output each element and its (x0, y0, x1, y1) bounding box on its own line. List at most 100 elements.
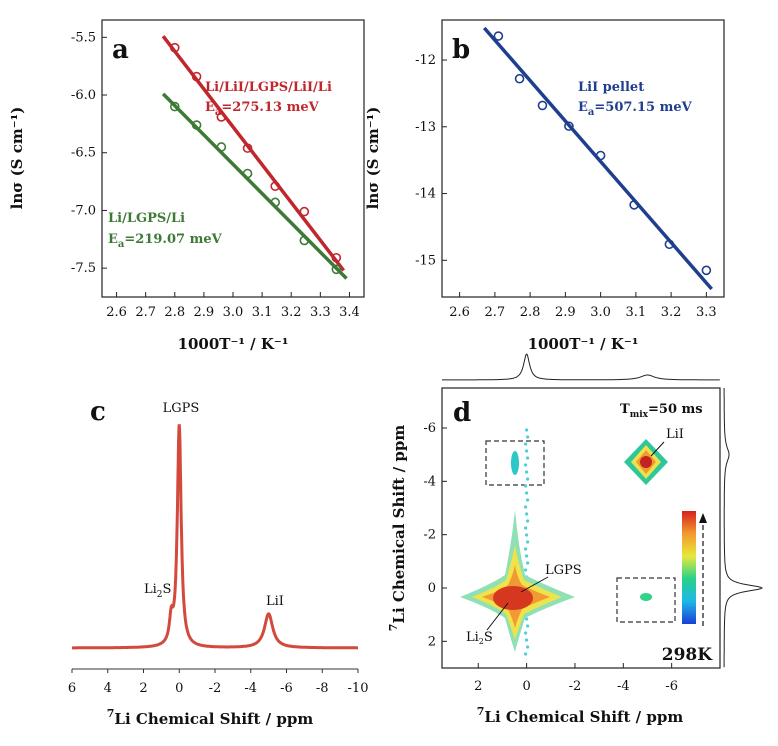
peak-lii-contour (624, 439, 668, 485)
a-point-1 (191, 120, 202, 130)
mixing-time-label: Tmix=50 ms (620, 402, 703, 420)
a-xtick-label: 2.7 (135, 305, 156, 320)
d-streak-dot (525, 449, 529, 453)
pointer-lii (650, 441, 665, 457)
d-streak-dot (526, 540, 530, 544)
peak-label-li2s-2d: Li2S (466, 630, 493, 646)
d-streak-dot (524, 484, 528, 488)
panel-d-top-projection (442, 353, 720, 381)
d-ytick-label: -2 (423, 528, 436, 543)
c-xtick-label: -10 (348, 681, 369, 696)
d-streak-dot (526, 435, 530, 439)
peak-label-li2s: Li2S (144, 582, 171, 600)
a-point-0 (331, 252, 342, 263)
peak-label-lgps-2d: LGPS (545, 563, 582, 578)
b-xtick-label: 3.0 (590, 305, 611, 320)
b-ytick-label: -13 (415, 120, 436, 135)
a-xtick-label: 3.1 (252, 305, 273, 320)
temperature-label: 298K (662, 645, 713, 665)
panel-c-chart: c 6 4 2 0 -2 -4 -6 -8 -10 LGPS Li2S LiI 7Li Chem… (68, 397, 369, 728)
a-fit-line-1 (161, 92, 348, 280)
b-point-0 (514, 73, 525, 84)
c-xtick-label: 6 (68, 681, 76, 696)
b-point-0 (537, 100, 548, 111)
panel-b-ylabel: lnσ (S cm⁻¹) (364, 107, 382, 210)
d-streak-dot (525, 617, 529, 621)
panel-b-frame (441, 19, 725, 298)
d-streak-dot (525, 638, 529, 642)
legend-lii-name: LiI pellet (578, 80, 644, 95)
d-streak-dot (524, 547, 528, 551)
b-xtick-label: 2.9 (555, 305, 576, 320)
a-ytick-label: -7.0 (71, 203, 96, 218)
c-xtick-label: 2 (139, 681, 147, 696)
d-streak-dot (525, 533, 529, 537)
d-ytick-label: -4 (423, 474, 436, 489)
legend-lgps-name: Li/LGPS/Li (108, 211, 185, 226)
a-point-1 (242, 168, 253, 179)
c-xtick-label: -4 (244, 681, 257, 696)
c-xtick-label: -8 (316, 681, 329, 696)
legend-lii-ea: Ea=507.15 meV (578, 100, 693, 118)
a-point-1 (169, 101, 180, 112)
panel-b-chart: b 2.6 2.7 2.8 2.9 3.0 3.1 3.2 3.3 -12 -13 -14 -15 1… (364, 19, 725, 353)
panel-d-ylabel: 7Li Chemical Shift / ppm (387, 425, 408, 632)
d-streak-dot (524, 505, 528, 509)
d-streak-dot (525, 491, 529, 495)
a-ytick-label: -7.5 (71, 261, 96, 276)
a-xtick-label: 3.3 (310, 305, 331, 320)
a-xtick-label: 2.8 (164, 305, 185, 320)
a-xtick-label: 2.6 (106, 305, 127, 320)
d-streak-dot (525, 554, 529, 558)
c-xtick-label: 4 (104, 681, 112, 696)
crosspeak-lower (640, 593, 652, 601)
b-ytick-label: -14 (415, 187, 436, 202)
peak-lgps-contour (460, 510, 575, 652)
peak-label-lgps: LGPS (163, 401, 200, 416)
d-streak-dot (524, 568, 528, 572)
d-streak-dot (526, 645, 530, 649)
b-point-0 (629, 200, 639, 210)
panel-d-side-projection (723, 388, 764, 668)
b-xtick-label: 3.3 (696, 305, 717, 320)
d-streak-dot (526, 519, 530, 523)
panel-a-chart: a 2.6 2.7 2.8 2.9 3.0 3.1 3.2 3.3 3.4 -5.5 -6.0 -6.… (8, 19, 365, 353)
d-streak-dot (524, 526, 528, 530)
d-ytick-label: 0 (428, 581, 436, 596)
d-streak-dot (526, 456, 530, 460)
peak-label-lii-2d: LiI (666, 427, 684, 442)
intensity-colorbar (682, 511, 696, 624)
a-xtick-label: 3.0 (223, 305, 244, 320)
panel-a-label: a (112, 35, 129, 65)
d-streak-dot (526, 561, 530, 565)
b-xtick-label: 2.7 (485, 305, 506, 320)
b-point-0 (664, 239, 675, 250)
panel-a-xlabel: 1000T⁻¹ / K⁻¹ (178, 335, 289, 353)
d-xtick-label: 0 (522, 679, 530, 694)
d-xtick-label: -6 (665, 679, 678, 694)
d-streak-dot (525, 470, 529, 474)
pointer-lgps (520, 576, 549, 593)
d-streak-dot (524, 652, 528, 656)
a-point-0 (270, 181, 281, 191)
crosspeak-box-upper (485, 440, 545, 486)
colorbar-arrowhead-icon (699, 513, 707, 523)
b-ytick-label: -12 (415, 53, 436, 68)
legend-lilgps-name: Li/LiI/LGPS/LiI/Li (205, 80, 332, 95)
panel-d-chart: d 2 0 -2 -4 -6 -6 -4 -2 0 2 Tmix=50 ms 298K LiI L… (387, 353, 764, 726)
a-ytick-label: -5.5 (71, 30, 96, 45)
a-xtick-label: 2.9 (194, 305, 215, 320)
a-ytick-label: -6.5 (71, 146, 96, 161)
d-xtick-label: -2 (569, 679, 582, 694)
b-point-0 (564, 121, 574, 131)
a-xtick-label: 3.2 (281, 305, 302, 320)
b-point-0 (595, 150, 606, 161)
a-point-0 (191, 71, 202, 82)
a-ytick-label: -6.0 (71, 88, 96, 103)
d-streak-dot (525, 512, 529, 516)
d-streak-dot (525, 428, 529, 432)
a-point-0 (242, 143, 253, 153)
c-xtick-label: -2 (209, 681, 222, 696)
d-streak-dot (524, 631, 528, 635)
a-point-1 (216, 142, 227, 152)
